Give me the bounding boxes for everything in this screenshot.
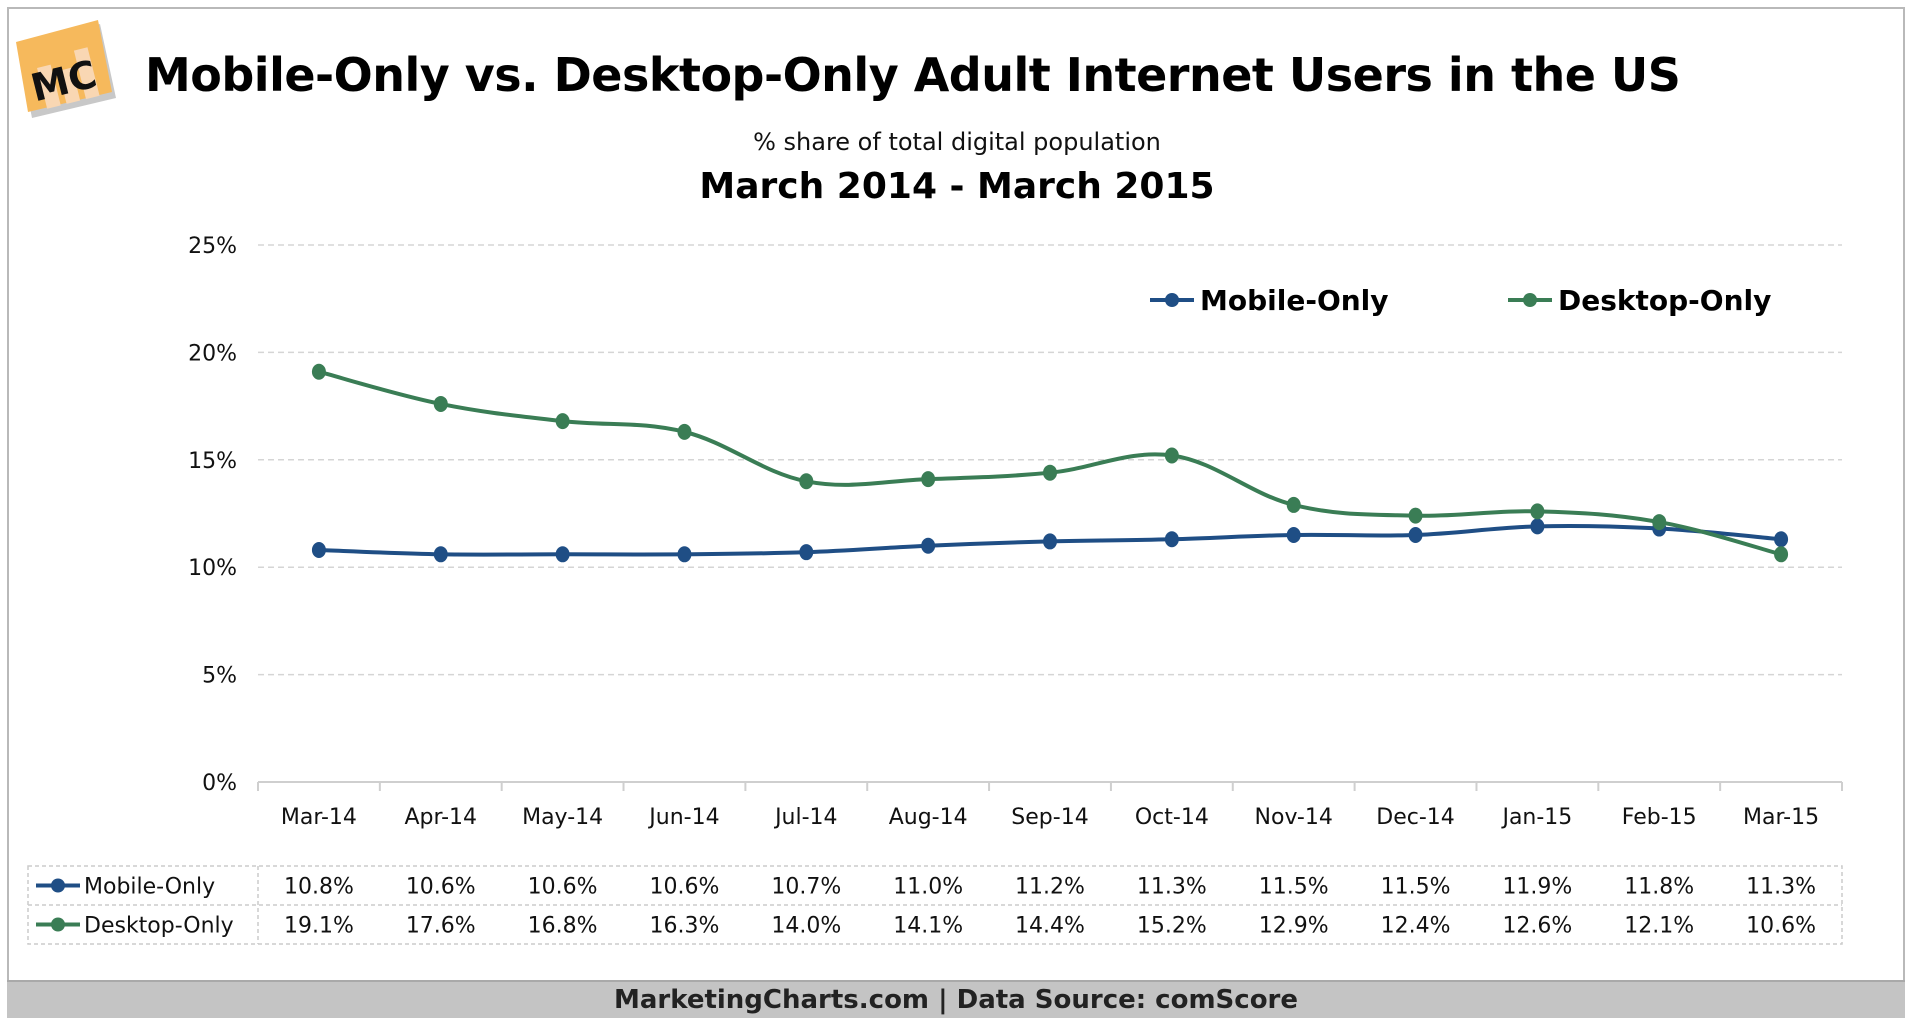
table-cell: 16.8% (528, 914, 598, 939)
data-point (1530, 503, 1545, 520)
x-tick-label: May-14 (522, 805, 603, 830)
table-cell: 10.6% (650, 875, 720, 900)
table-row-label: Desktop-Only (84, 914, 234, 939)
y-tick-label: 10% (188, 556, 237, 581)
data-point (1774, 531, 1789, 548)
x-tick-label: Jul-14 (773, 805, 837, 830)
legend: Mobile-Only Desktop-Only (1150, 284, 1771, 317)
x-tick-label: Sep-14 (1011, 805, 1088, 830)
x-tick-label: Mar-15 (1743, 805, 1819, 830)
data-point (1043, 464, 1057, 481)
table-cell: 16.3% (650, 914, 720, 939)
table-row: Mobile-Only 10.8% 10.6% 10.6% 10.6% 10.7% 11.0… (36, 875, 1816, 900)
y-tick-label: 20% (188, 341, 237, 366)
chart-title: Mobile-Only vs. Desktop-Only Adult Inter… (145, 48, 1681, 102)
y-tick-label: 0% (202, 771, 237, 796)
footer-source: MarketingCharts.com | Data Source: comSc… (7, 980, 1905, 1018)
y-tick-label: 15% (188, 449, 237, 474)
data-point (1164, 447, 1179, 464)
table-cell: 11.5% (1259, 875, 1329, 900)
table-cell: 14.0% (771, 914, 841, 939)
data-point (433, 395, 448, 412)
table-cell: 14.4% (1015, 914, 1085, 939)
data-point (433, 546, 448, 563)
table-cell: 10.7% (771, 875, 841, 900)
y-tick-label: 5% (202, 664, 237, 689)
data-point (1530, 518, 1545, 535)
data-point (1774, 546, 1789, 563)
data-point (311, 542, 326, 559)
data-point (1408, 507, 1423, 524)
y-gridlines (258, 244, 1842, 676)
y-axis-ticks: 0% 5% 10% 15% 20% 25% (188, 234, 237, 796)
x-tick-label: Dec-14 (1376, 805, 1455, 830)
data-point (677, 546, 692, 563)
table-cell: 11.0% (893, 875, 963, 900)
x-tick-label: Oct-14 (1135, 805, 1209, 830)
table-cell: 11.9% (1502, 875, 1572, 900)
x-tick-label: Jun-14 (647, 805, 719, 830)
legend-marker (1523, 293, 1537, 307)
table-cell: 10.8% (284, 875, 354, 900)
table-cell: 11.5% (1381, 875, 1451, 900)
table-legend-marker (51, 917, 65, 932)
x-tick-label: Aug-14 (889, 805, 968, 830)
x-tick-label: Apr-14 (404, 805, 477, 830)
x-tick-label: Feb-15 (1622, 805, 1697, 830)
table-cell: 10.6% (528, 875, 598, 900)
data-point (1286, 496, 1301, 513)
x-tick-label: Mar-14 (281, 805, 357, 830)
table-cell: 11.8% (1624, 875, 1694, 900)
data-point (555, 413, 570, 430)
data-point (1043, 533, 1057, 550)
logo-bar (37, 64, 61, 109)
table-cell: 12.9% (1259, 914, 1329, 939)
table-cell: 12.4% (1381, 914, 1451, 939)
data-point (1164, 531, 1179, 548)
chart-period: March 2014 - March 2015 (699, 166, 1215, 207)
table-cell: 10.6% (406, 875, 476, 900)
legend-label: Desktop-Only (1558, 284, 1771, 317)
table-cell: 12.1% (1624, 914, 1694, 939)
legend-marker (1165, 293, 1179, 307)
series-mobile-only (311, 518, 1789, 563)
table-cell: 11.3% (1137, 875, 1207, 900)
data-point (799, 473, 814, 490)
table-cell: 12.6% (1502, 914, 1572, 939)
logo-bar (58, 67, 81, 104)
table-cell: 19.1% (284, 914, 354, 939)
table-cell: 11.2% (1015, 875, 1085, 900)
data-point (921, 537, 936, 554)
table-row-label: Mobile-Only (84, 875, 215, 900)
logo-bar (73, 47, 100, 100)
data-point (799, 544, 814, 561)
y-tick-label: 25% (188, 234, 237, 259)
x-tick-label: Jan-15 (1500, 805, 1572, 830)
data-point (1286, 526, 1301, 543)
chart-subtitle: % share of total digital population (753, 128, 1161, 156)
series-lines (311, 363, 1789, 563)
table-row: Desktop-Only 19.1% 17.6% 16.8% 16.3% 14.0% 14.… (36, 914, 1816, 939)
table-cell: 11.3% (1746, 875, 1816, 900)
chart-frame (7, 7, 1905, 1015)
x-axis: Mar-14 Apr-14 May-14 Jun-14 Jul-14 Aug-14 Sep-… (257, 781, 1843, 830)
data-point (311, 363, 326, 380)
series-desktop-only (311, 363, 1789, 563)
table-cell: 15.2% (1137, 914, 1207, 939)
data-point (677, 423, 692, 440)
data-point (921, 471, 936, 488)
x-tick-label: Nov-14 (1255, 805, 1333, 830)
data-point (1652, 514, 1667, 531)
data-point (1408, 526, 1423, 543)
legend-label: Mobile-Only (1200, 284, 1389, 317)
table-cell: 10.6% (1746, 914, 1816, 939)
table-cell: 14.1% (893, 914, 963, 939)
table-cell: 17.6% (406, 914, 476, 939)
data-table: Mobile-Only 10.8% 10.6% 10.6% 10.6% 10.7% 11.0… (27, 865, 1843, 945)
table-legend-marker (51, 878, 65, 893)
marketingcharts-logo: MC (16, 20, 116, 118)
data-point (555, 546, 570, 563)
